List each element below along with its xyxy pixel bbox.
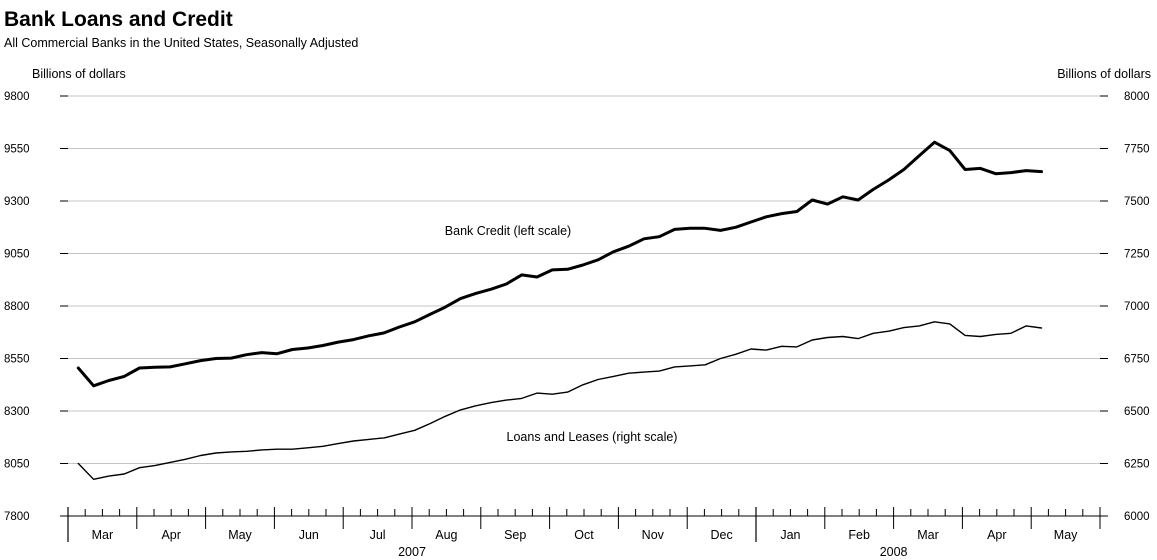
x-month-label: Aug — [435, 528, 457, 542]
y-tick-label-left: 9300 — [4, 196, 30, 208]
x-month-label: Jul — [370, 528, 386, 542]
y-tick-label-left: 7800 — [4, 511, 30, 523]
x-month-label: May — [1054, 528, 1078, 542]
y-tick-label-left: 8550 — [4, 354, 30, 366]
y-tick-label-right: 6750 — [1124, 354, 1150, 366]
x-year-label: 2008 — [880, 545, 908, 559]
y-tick-label-right: 6500 — [1124, 406, 1150, 418]
x-month-label: Jan — [780, 528, 800, 542]
y-tick-label-right: 6250 — [1124, 459, 1150, 471]
y-tick-label-left: 8800 — [4, 301, 30, 313]
y-tick-label-right: 7250 — [1124, 249, 1150, 261]
x-month-label: Mar — [92, 528, 114, 542]
x-month-label: Feb — [848, 528, 870, 542]
series-line-loans-leases — [77, 321, 1043, 480]
x-year-label: 2007 — [398, 545, 426, 559]
y-tick-label-left: 9050 — [4, 249, 30, 261]
x-month-label: Jun — [299, 528, 319, 542]
y-tick-label-left: 9800 — [4, 91, 30, 103]
y-tick-label-left: 9550 — [4, 144, 30, 156]
y-tick-label-left: 8300 — [4, 406, 30, 418]
x-month-label: Sep — [504, 528, 526, 542]
x-month-label: Dec — [710, 528, 732, 542]
y-tick-label-right: 7000 — [1124, 301, 1150, 313]
x-month-label: Nov — [642, 528, 665, 542]
x-month-label: Oct — [574, 528, 594, 542]
x-month-label: Mar — [917, 528, 939, 542]
x-month-label: Apr — [987, 528, 1006, 542]
y-tick-label-left: 8050 — [4, 459, 30, 471]
y-tick-label-right: 7750 — [1124, 144, 1150, 156]
x-month-label: Apr — [161, 528, 180, 542]
left-axis-units: Billions of dollars — [32, 67, 126, 81]
x-month-label: May — [228, 528, 252, 542]
series-label-loans-leases: Loans and Leases (right scale) — [507, 430, 678, 444]
right-axis-units: Billions of dollars — [1057, 67, 1151, 81]
y-tick-label-right: 8000 — [1124, 91, 1150, 103]
y-tick-label-right: 6000 — [1124, 511, 1150, 523]
chart-subtitle: All Commercial Banks in the United State… — [4, 36, 359, 50]
chart-title: Bank Loans and Credit — [4, 8, 233, 31]
series-label-bank-credit: Bank Credit (left scale) — [445, 224, 571, 238]
y-tick-label-right: 7500 — [1124, 196, 1150, 208]
series-line-bank-credit — [76, 140, 1043, 388]
